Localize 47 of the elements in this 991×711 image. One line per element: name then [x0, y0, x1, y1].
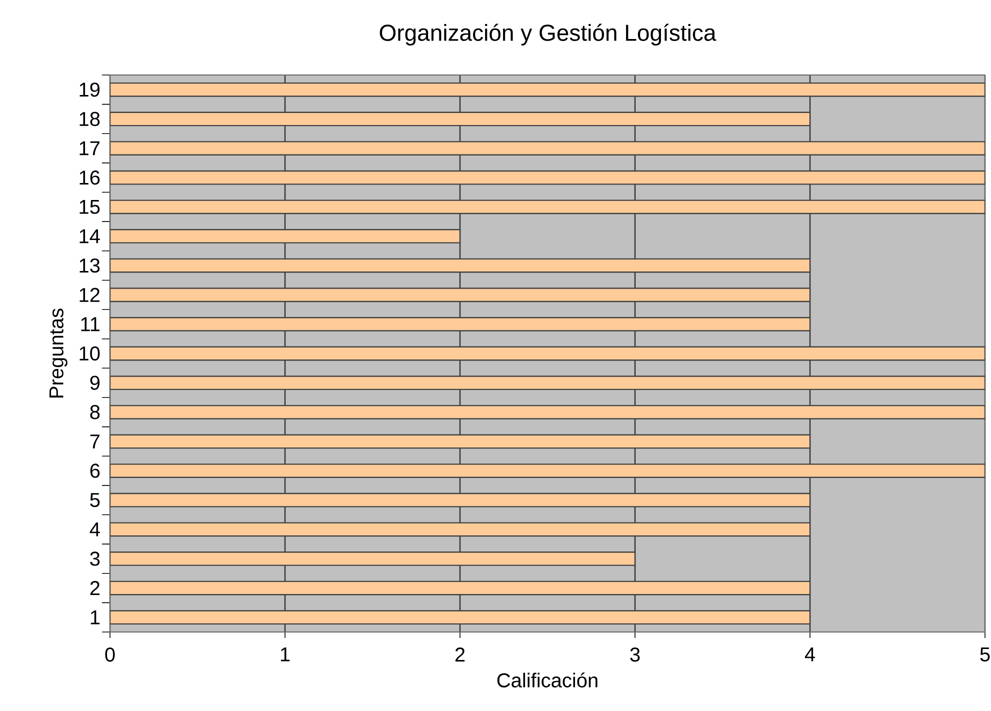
bar: [110, 522, 811, 537]
bar: [110, 376, 986, 390]
y-tick-label: 19: [80, 82, 100, 97]
y-tick-label: 13: [80, 258, 100, 273]
x-tick-label: 5: [980, 648, 990, 662]
bar: [110, 141, 986, 156]
y-tick-label: 7: [90, 434, 100, 448]
bar: [110, 434, 811, 449]
bar: [110, 316, 811, 332]
y-tick-label: 16: [80, 170, 100, 185]
bar: [110, 200, 986, 214]
y-tick-label: 11: [81, 317, 100, 332]
y-tick-label: 2: [90, 581, 100, 596]
x-tick-label: 3: [630, 648, 640, 662]
y-tick-label: 15: [80, 200, 100, 214]
y-tick-label: 1: [90, 610, 100, 624]
bar: [110, 464, 986, 478]
y-tick-label: 17: [80, 141, 100, 156]
x-tick-label: 1: [280, 648, 290, 662]
bar: [110, 258, 811, 273]
bar: [110, 82, 986, 97]
y-axis-title: Preguntas: [49, 308, 68, 398]
y-tick-label: 14: [80, 229, 100, 244]
y-tick-label: 10: [80, 346, 100, 361]
bar: [110, 610, 811, 625]
bar: [110, 580, 811, 596]
bar: [110, 552, 636, 566]
y-tick-label: 5: [90, 493, 100, 508]
bar: [110, 492, 811, 508]
x-tick-label: 2: [455, 648, 465, 662]
x-tick-label: 0: [105, 648, 115, 662]
y-tick-label: 8: [90, 405, 100, 420]
chart-title: Organización y Gestión Logística: [380, 24, 716, 46]
y-tick-label: 9: [90, 376, 100, 390]
bar: [110, 112, 811, 126]
bar: [110, 170, 986, 185]
y-tick-label: 18: [80, 112, 100, 126]
bar: [110, 288, 811, 302]
x-tick-label: 4: [804, 648, 815, 662]
bar: [110, 346, 986, 361]
y-tick-label: 3: [90, 552, 100, 566]
bar: [110, 404, 986, 420]
x-axis-title: Calificación: [497, 672, 598, 688]
y-tick-label: 6: [90, 464, 100, 478]
bar: [110, 229, 461, 244]
y-tick-label: 4: [90, 522, 100, 536]
y-tick-label: 12: [80, 288, 100, 302]
